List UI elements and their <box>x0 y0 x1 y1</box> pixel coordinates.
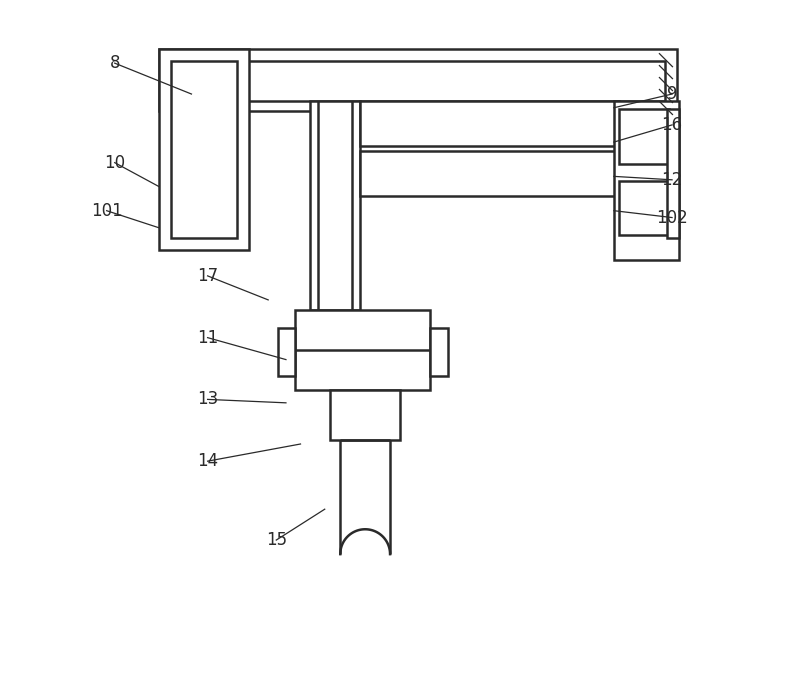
Bar <box>614 101 679 260</box>
Bar <box>171 61 237 238</box>
Bar <box>311 101 360 310</box>
Text: 17: 17 <box>197 267 218 285</box>
Text: 102: 102 <box>656 209 688 227</box>
Bar <box>159 49 677 111</box>
Bar <box>360 151 619 196</box>
Text: 8: 8 <box>109 54 120 72</box>
Text: 15: 15 <box>266 531 287 549</box>
Bar <box>159 49 249 250</box>
Text: 101: 101 <box>91 202 122 220</box>
Bar <box>295 310 430 390</box>
Bar <box>430 328 448 376</box>
Text: 13: 13 <box>197 391 218 409</box>
Text: 11: 11 <box>197 329 218 347</box>
Bar <box>360 101 619 146</box>
Text: 12: 12 <box>662 171 683 189</box>
Bar <box>277 328 295 376</box>
Text: 9: 9 <box>667 85 677 103</box>
Text: 14: 14 <box>197 452 218 470</box>
Bar <box>330 390 400 440</box>
Bar <box>667 109 679 238</box>
Text: 16: 16 <box>662 116 683 134</box>
Bar <box>201 61 665 101</box>
Bar <box>619 109 669 164</box>
Bar <box>619 181 669 236</box>
Text: 10: 10 <box>104 154 125 172</box>
